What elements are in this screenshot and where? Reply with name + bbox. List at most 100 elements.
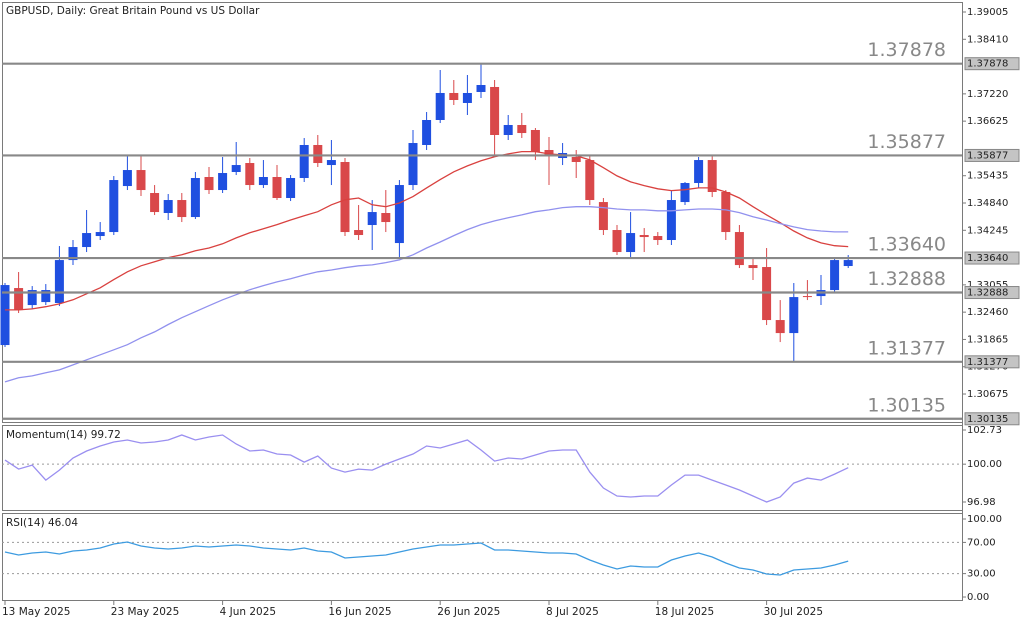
candle-body — [258, 177, 268, 186]
candle-body — [163, 200, 173, 214]
candle-body — [830, 260, 840, 291]
level-axis-box — [964, 57, 1020, 71]
candle-body — [517, 124, 527, 134]
y-tick-label: 70.00 — [967, 537, 996, 548]
candle-body — [476, 85, 486, 92]
candle-body — [136, 170, 146, 191]
candle-body — [190, 178, 200, 218]
level-label: 1.30135 — [867, 394, 946, 416]
level-axis-box — [964, 251, 1020, 265]
level-label: 1.37878 — [867, 39, 946, 61]
candle-body — [82, 233, 92, 248]
candle-body — [313, 144, 323, 164]
x-tick-label: 30 Jul 2025 — [764, 606, 823, 618]
x-tick-label: 4 Jun 2025 — [220, 606, 276, 618]
panel-title: Momentum(14) 99.72 — [6, 429, 121, 441]
level-label: 1.35877 — [867, 131, 946, 153]
level-axis-label: 1.33640 — [967, 253, 1008, 264]
candle-body — [272, 177, 282, 199]
y-tick-label: 1.37220 — [967, 89, 1008, 100]
moving-average — [5, 150, 849, 311]
panel-title: GBPUSD, Daily: Great Britain Pound vs US… — [6, 5, 260, 17]
candle-body — [626, 233, 636, 253]
candle-body — [721, 192, 731, 233]
candle-body — [490, 86, 500, 135]
candle-body — [503, 124, 513, 135]
x-tick-label: 8 Jul 2025 — [546, 606, 599, 618]
candle-body — [612, 230, 622, 253]
level-axis-label: 1.37878 — [967, 59, 1008, 70]
level-label: 1.31377 — [867, 337, 946, 359]
indicator-line — [4, 541, 849, 576]
candle-body — [231, 165, 241, 173]
level-label: 1.32888 — [867, 268, 946, 290]
level-axis-box — [964, 286, 1020, 300]
candle-body — [639, 235, 649, 238]
level-axis-label: 1.32888 — [967, 288, 1008, 299]
level-axis-box — [964, 412, 1020, 426]
candle-body — [843, 260, 853, 267]
level-axis-box — [964, 355, 1020, 369]
candle-body — [150, 193, 160, 213]
candle-body — [177, 200, 187, 218]
y-tick-label: 100.00 — [967, 514, 1002, 525]
candle-body — [598, 202, 608, 231]
candle-body — [122, 170, 132, 187]
candle-body — [530, 129, 540, 153]
candle-body — [449, 92, 459, 101]
y-tick-label: 1.31865 — [967, 334, 1008, 345]
candle-body — [14, 288, 24, 311]
candle-body — [422, 119, 432, 145]
candle-body — [354, 230, 364, 236]
candle-body — [666, 200, 676, 241]
y-tick-label: 1.32460 — [967, 307, 1008, 318]
y-tick-label: 100.00 — [967, 459, 1002, 470]
candle-body — [544, 149, 554, 156]
candle-body — [707, 160, 717, 193]
level-axis-box — [964, 148, 1020, 162]
y-tick-label: 1.34840 — [967, 198, 1008, 209]
candle-body — [462, 92, 472, 103]
level-axis-label: 1.35877 — [967, 150, 1008, 161]
x-tick-label: 18 Jul 2025 — [655, 606, 714, 618]
candle-body — [734, 232, 744, 266]
candle-body — [54, 260, 64, 304]
level-axis-label: 1.30135 — [967, 414, 1008, 425]
candle-body — [218, 173, 228, 191]
candle-body — [245, 163, 255, 186]
y-tick-label: 102.73 — [967, 425, 1002, 436]
candle-body — [748, 265, 758, 269]
y-tick-label: 1.34245 — [967, 225, 1008, 236]
x-tick-label: 16 Jun 2025 — [328, 606, 391, 618]
level-axis-label: 1.31377 — [967, 357, 1008, 368]
candle-body — [0, 285, 10, 346]
indicator-line — [4, 434, 849, 503]
candle-body — [367, 212, 377, 226]
candle-body — [680, 183, 690, 203]
x-tick-label: 13 May 2025 — [2, 606, 70, 618]
candle-body — [326, 160, 336, 166]
candle-body — [789, 297, 799, 334]
x-tick-label: 23 May 2025 — [111, 606, 179, 618]
y-tick-label: 1.33055 — [967, 280, 1008, 291]
level-label: 1.33640 — [867, 234, 946, 256]
candle-body — [694, 160, 704, 184]
candle-body — [299, 144, 309, 179]
candle-body — [41, 290, 51, 303]
candle-body — [435, 92, 445, 120]
candle-body — [204, 177, 214, 191]
panel-title: RSI(14) 46.04 — [6, 517, 78, 529]
candle-body — [381, 213, 391, 223]
candle-body — [109, 180, 119, 233]
candle-body — [408, 143, 418, 186]
candle-body — [340, 162, 350, 233]
candle-body — [286, 178, 296, 199]
y-tick-label: 1.35435 — [967, 171, 1008, 182]
y-tick-label: 30.00 — [967, 569, 996, 580]
y-tick-label: 1.38410 — [967, 34, 1008, 45]
candle-body — [571, 157, 581, 163]
y-tick-label: 1.30675 — [967, 389, 1008, 400]
candle-body — [775, 320, 785, 334]
x-tick-label: 26 Jun 2025 — [437, 606, 500, 618]
